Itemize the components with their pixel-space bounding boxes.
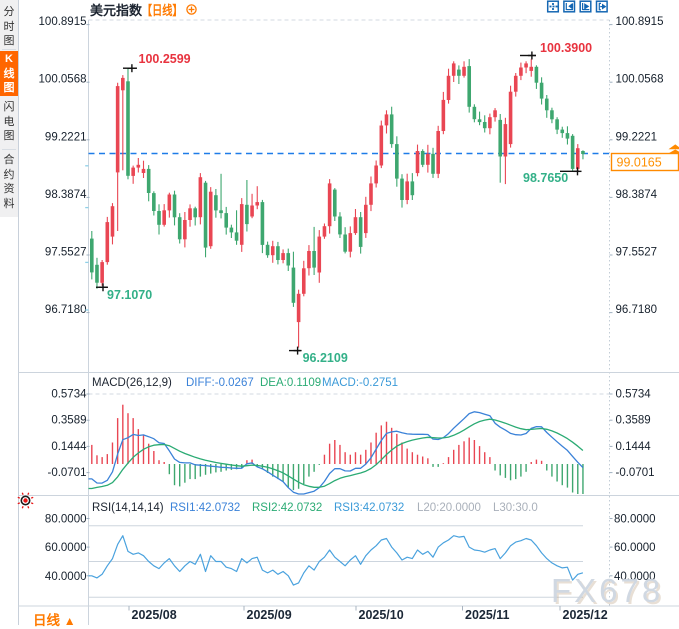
svg-text:DIFF:-0.0267: DIFF:-0.0267 <box>186 377 254 389</box>
svg-text:40.0000: 40.0000 <box>45 571 87 583</box>
svg-text:96.7180: 96.7180 <box>616 304 658 316</box>
svg-text:97.5527: 97.5527 <box>45 247 87 259</box>
svg-text:96.7180: 96.7180 <box>45 304 87 316</box>
svg-text:DEA:0.1109: DEA:0.1109 <box>260 377 321 389</box>
svg-text:60.0000: 60.0000 <box>614 542 656 554</box>
svg-text:0.3589: 0.3589 <box>51 415 86 427</box>
svg-text:98.3874: 98.3874 <box>45 189 87 201</box>
svg-text:40.0000: 40.0000 <box>614 571 656 583</box>
svg-text:RSI2:42.0732: RSI2:42.0732 <box>252 502 322 514</box>
svg-text:98.3874: 98.3874 <box>616 189 658 201</box>
svg-text:100.0568: 100.0568 <box>616 74 664 86</box>
svg-text:MACD:-0.2751: MACD:-0.2751 <box>322 377 398 389</box>
svg-text:99.2221: 99.2221 <box>45 131 87 143</box>
svg-text:L30:30.0: L30:30.0 <box>493 502 538 514</box>
svg-text:RSI1:42.0732: RSI1:42.0732 <box>170 502 240 514</box>
svg-text:2025/12: 2025/12 <box>563 608 608 622</box>
svg-text:2025/11: 2025/11 <box>465 608 510 622</box>
svg-text:97.5527: 97.5527 <box>616 247 658 259</box>
svg-text:-0.0701: -0.0701 <box>616 467 655 479</box>
svg-text:100.2599: 100.2599 <box>139 52 191 66</box>
svg-text:80.0000: 80.0000 <box>614 514 656 526</box>
svg-text:98.7650: 98.7650 <box>523 171 568 185</box>
svg-text:100.3900: 100.3900 <box>540 41 592 55</box>
svg-text:2025/09: 2025/09 <box>247 608 292 622</box>
svg-text:2025/10: 2025/10 <box>359 608 404 622</box>
svg-text:0.1444: 0.1444 <box>616 441 652 453</box>
svg-text:99.0165: 99.0165 <box>617 156 662 170</box>
svg-text:0.5734: 0.5734 <box>616 389 652 401</box>
svg-text:RSI3:42.0732: RSI3:42.0732 <box>334 502 404 514</box>
svg-text:-0.0701: -0.0701 <box>47 467 86 479</box>
svg-text:80.0000: 80.0000 <box>45 514 87 526</box>
svg-text:100.8915: 100.8915 <box>39 16 87 28</box>
svg-text:99.2221: 99.2221 <box>616 131 658 143</box>
svg-text:60.0000: 60.0000 <box>45 542 87 554</box>
svg-text:96.2109: 96.2109 <box>303 351 348 365</box>
svg-text:L20:20.0000: L20:20.0000 <box>417 502 481 514</box>
svg-text:100.8915: 100.8915 <box>616 16 664 28</box>
svg-text:MACD(26,12,9): MACD(26,12,9) <box>92 377 172 389</box>
svg-text:0.3589: 0.3589 <box>616 415 651 427</box>
svg-text:2025/08: 2025/08 <box>132 608 177 622</box>
svg-text:0.1444: 0.1444 <box>51 441 87 453</box>
svg-text:97.1070: 97.1070 <box>107 288 152 302</box>
svg-text:RSI(14,14,14): RSI(14,14,14) <box>92 502 164 514</box>
svg-text:0.5734: 0.5734 <box>51 389 87 401</box>
svg-text:100.0568: 100.0568 <box>39 74 87 86</box>
